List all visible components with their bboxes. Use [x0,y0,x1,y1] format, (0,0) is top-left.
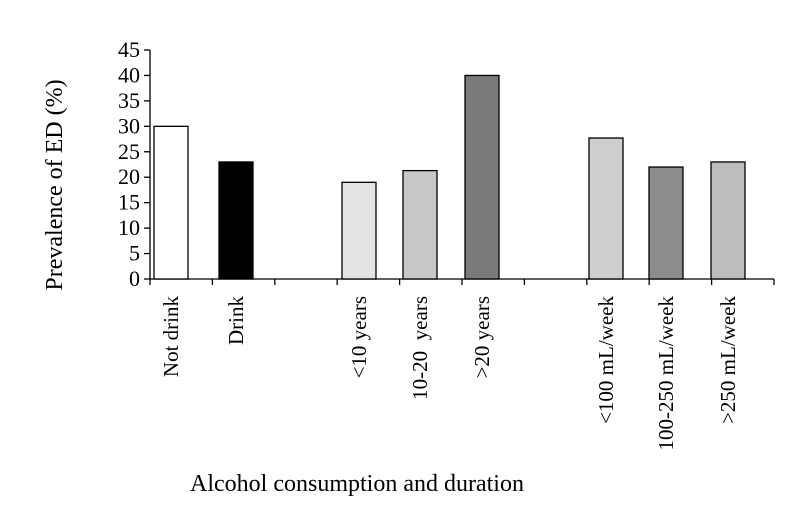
bar-4 [402,169,438,280]
bar-8 [710,161,746,280]
category-label: 100-250 mL/week [654,296,678,451]
bar-5 [464,74,500,280]
y-tick-label: 20 [118,164,140,189]
bar-7 [648,166,684,280]
category-label: Not drink [159,296,183,378]
y-axis-title: Prevalence of ED (%) [42,79,68,290]
y-tick-label: 40 [118,62,140,87]
y-tick-label: 5 [129,241,140,266]
bar-2 [218,161,254,280]
category-label: 10-20 years [408,296,432,400]
category-label: >20 years [470,296,494,378]
y-tick-label: 10 [118,215,140,240]
bar-3 [341,181,377,280]
y-tick-label: 30 [118,113,140,138]
category-label: Drink [224,296,248,345]
y-tick-label: 15 [118,190,140,215]
bar-1 [153,125,189,280]
x-axis [149,278,775,285]
category-label: <100 mL/week [594,296,618,424]
bars [153,74,746,280]
category-label: <10 years [347,296,371,378]
category-label: >250 mL/week [716,296,740,424]
bar-6 [588,137,624,280]
y-tick-label: 45 [118,37,140,62]
x-category-labels: Not drink Drink <10 years 10-20 years >20 ye… [159,296,740,451]
x-axis-title: Alcohol consumption and duration [190,471,524,497]
y-tick-label: 0 [129,266,140,291]
y-tick-label: 35 [118,88,140,113]
y-tick-label: 25 [118,139,140,164]
